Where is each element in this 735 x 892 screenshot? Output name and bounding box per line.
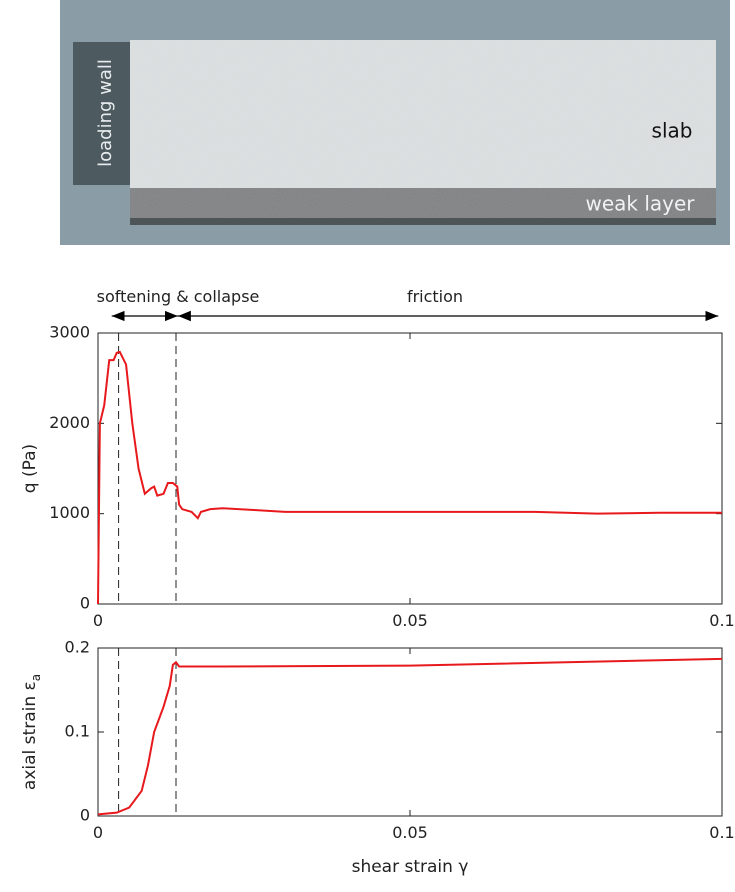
y-axis-label-text: q (Pa)	[20, 444, 40, 493]
y-tick-label: 0.2	[65, 638, 90, 657]
y-tick-label: 0.1	[65, 722, 90, 741]
y-tick-label: 0	[80, 806, 90, 825]
y-axis-label-text: axial strain ε	[20, 681, 40, 790]
slab-label: slab	[652, 119, 693, 143]
data-line	[97, 657, 723, 816]
x-axis-label: shear strain γ	[352, 857, 469, 877]
y-tick-label: 3000	[49, 323, 90, 342]
x-tick-label: 0.1	[709, 611, 734, 630]
y-tick-label: 1000	[49, 503, 90, 522]
y-axis-label: q (Pa)	[20, 444, 40, 493]
x-tick-label: 0.05	[392, 611, 428, 630]
annotation-text: softening & collapse	[97, 287, 260, 306]
plot-frame	[97, 332, 723, 605]
y-tick-label: 2000	[49, 413, 90, 432]
annotation-text: friction	[407, 287, 463, 306]
y-axis-label-subscript: a	[29, 674, 43, 681]
y-tick-label: 0	[80, 594, 90, 613]
x-tick-label: 0.05	[392, 823, 428, 842]
wall-label: loading wall	[95, 59, 116, 167]
y-axis-label: axial strain εa	[20, 674, 43, 790]
simulation-image: loading wall slab weak layer	[60, 0, 730, 245]
plot-frame	[97, 647, 723, 817]
data-line	[97, 350, 722, 605]
x-tick-label: 0.1	[709, 823, 734, 842]
x-tick-label: 0	[93, 823, 103, 842]
x-tick-label: 0	[93, 611, 103, 630]
weak-layer-label: weak layer	[585, 192, 695, 216]
